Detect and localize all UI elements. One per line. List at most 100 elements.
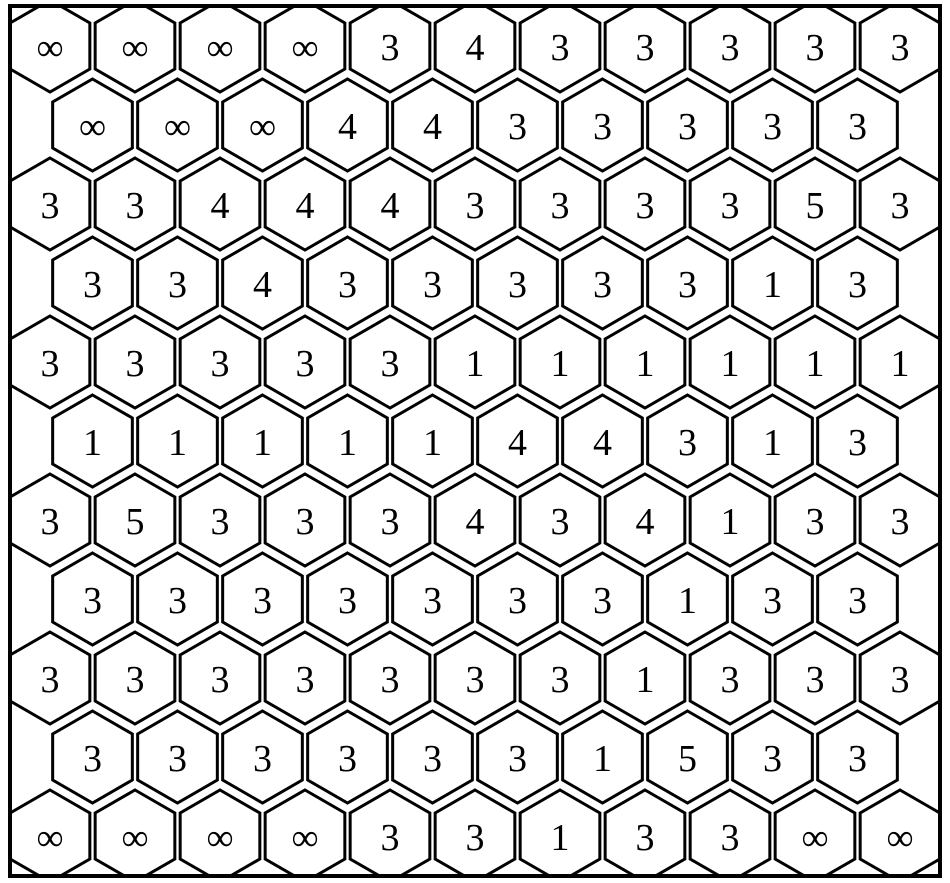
hex-label: 3 bbox=[848, 580, 867, 622]
hex-grid-svg: ∞∞∞∞3433333∞∞∞44333333344433335333433333… bbox=[0, 0, 950, 883]
hex-label: ∞ bbox=[36, 817, 63, 859]
hex-label: 3 bbox=[253, 738, 272, 780]
hex-label: 3 bbox=[721, 27, 740, 69]
hex-label: 4 bbox=[466, 27, 485, 69]
hex-label: 1 bbox=[763, 264, 782, 306]
hex-label: 3 bbox=[466, 659, 485, 701]
hex-label: 3 bbox=[678, 106, 697, 148]
hex-label: 1 bbox=[551, 817, 570, 859]
hex-label: 3 bbox=[423, 264, 442, 306]
hex-label: 3 bbox=[636, 185, 655, 227]
hex-label: 3 bbox=[466, 817, 485, 859]
hex-label: ∞ bbox=[291, 817, 318, 859]
hex-label: 3 bbox=[678, 422, 697, 464]
hex-label: 3 bbox=[126, 343, 145, 385]
hex-label: 3 bbox=[848, 106, 867, 148]
hex-label: 3 bbox=[211, 501, 230, 543]
hex-label: 3 bbox=[551, 659, 570, 701]
hex-label: 3 bbox=[338, 738, 357, 780]
hex-label: 1 bbox=[466, 343, 485, 385]
hex-label: 3 bbox=[763, 106, 782, 148]
hex-label: 3 bbox=[551, 185, 570, 227]
hex-label: 3 bbox=[253, 580, 272, 622]
hex-label: 3 bbox=[168, 264, 187, 306]
hex-label: 3 bbox=[381, 501, 400, 543]
hex-label: 4 bbox=[593, 422, 612, 464]
hex-label: 1 bbox=[891, 343, 910, 385]
hex-label: 3 bbox=[296, 343, 315, 385]
hex-label: 4 bbox=[636, 501, 655, 543]
hex-label: 3 bbox=[806, 27, 825, 69]
hex-label: 3 bbox=[83, 580, 102, 622]
hex-label: 5 bbox=[806, 185, 825, 227]
hex-label: 3 bbox=[551, 27, 570, 69]
hex-label: 3 bbox=[891, 501, 910, 543]
hex-label: ∞ bbox=[121, 817, 148, 859]
hex-label: 3 bbox=[593, 580, 612, 622]
hex-label: ∞ bbox=[121, 27, 148, 69]
hex-label: 3 bbox=[168, 580, 187, 622]
hex-label: 3 bbox=[678, 264, 697, 306]
hex-label: ∞ bbox=[206, 817, 233, 859]
hex-label: 3 bbox=[41, 185, 60, 227]
hex-label: 1 bbox=[168, 422, 187, 464]
hex-label: 3 bbox=[211, 343, 230, 385]
hex-label: 3 bbox=[41, 501, 60, 543]
hex-label: 4 bbox=[381, 185, 400, 227]
hex-label: 4 bbox=[211, 185, 230, 227]
hex-label: 3 bbox=[381, 659, 400, 701]
hex-label: 3 bbox=[551, 501, 570, 543]
hex-label: ∞ bbox=[801, 817, 828, 859]
hex-label: 1 bbox=[721, 501, 740, 543]
hex-label: 3 bbox=[848, 738, 867, 780]
hex-label: 1 bbox=[636, 659, 655, 701]
hex-label: 4 bbox=[508, 422, 527, 464]
hex-label: 3 bbox=[593, 264, 612, 306]
hex-label: 4 bbox=[423, 106, 442, 148]
hex-label: 1 bbox=[678, 580, 697, 622]
hex-label: ∞ bbox=[79, 106, 106, 148]
hex-label: 3 bbox=[338, 580, 357, 622]
hex-label: 3 bbox=[593, 106, 612, 148]
hex-label: 4 bbox=[466, 501, 485, 543]
hex-label: 1 bbox=[593, 738, 612, 780]
hex-label: 3 bbox=[891, 659, 910, 701]
hex-label: 3 bbox=[806, 659, 825, 701]
hex-label: 3 bbox=[508, 738, 527, 780]
hex-label: 3 bbox=[381, 817, 400, 859]
hex-label: 3 bbox=[126, 185, 145, 227]
hex-label: 3 bbox=[891, 27, 910, 69]
hex-label: 3 bbox=[338, 264, 357, 306]
hex-label: 1 bbox=[763, 422, 782, 464]
hex-label: 3 bbox=[721, 659, 740, 701]
hex-label: 1 bbox=[636, 343, 655, 385]
hex-label: 3 bbox=[891, 185, 910, 227]
hex-label: ∞ bbox=[36, 27, 63, 69]
hex-label: 3 bbox=[423, 580, 442, 622]
hex-label: ∞ bbox=[886, 817, 913, 859]
hex-label: 3 bbox=[381, 27, 400, 69]
hex-label: 5 bbox=[678, 738, 697, 780]
hex-label: 3 bbox=[211, 659, 230, 701]
hex-label: 3 bbox=[296, 659, 315, 701]
hex-label: 3 bbox=[423, 738, 442, 780]
hex-label: 1 bbox=[551, 343, 570, 385]
hex-label: 3 bbox=[508, 106, 527, 148]
hex-label: 3 bbox=[466, 185, 485, 227]
hex-label: 4 bbox=[253, 264, 272, 306]
hex-label: 3 bbox=[83, 264, 102, 306]
hex-label: 3 bbox=[848, 422, 867, 464]
hex-label: 3 bbox=[381, 343, 400, 385]
hex-label: 1 bbox=[338, 422, 357, 464]
hex-label: 3 bbox=[636, 817, 655, 859]
hex-label: 3 bbox=[763, 580, 782, 622]
hex-label: ∞ bbox=[249, 106, 276, 148]
hex-label: 3 bbox=[126, 659, 145, 701]
hex-grid-container: ∞∞∞∞3433333∞∞∞44333333344433335333433333… bbox=[0, 0, 950, 883]
hex-label: 3 bbox=[806, 501, 825, 543]
hex-label: 3 bbox=[721, 185, 740, 227]
hex-label: 5 bbox=[126, 501, 145, 543]
hex-label: ∞ bbox=[206, 27, 233, 69]
hex-label: ∞ bbox=[291, 27, 318, 69]
hex-label: 3 bbox=[508, 264, 527, 306]
